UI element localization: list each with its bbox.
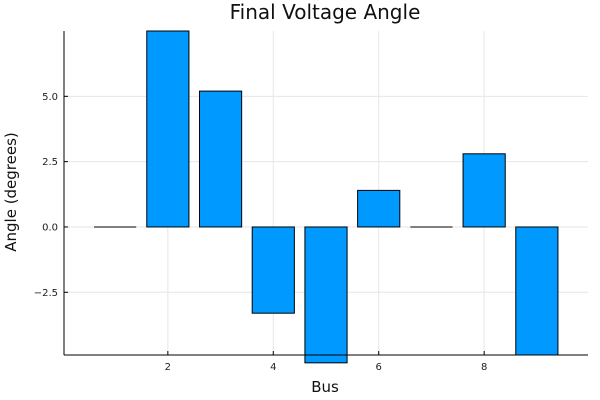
y-tick-label: 0.0 (42, 222, 58, 233)
bar (357, 189, 401, 228)
y-tick-label: 2.5 (42, 157, 58, 168)
y-tick-label: 5.0 (42, 92, 58, 103)
bar (304, 226, 348, 364)
x-tick-label: 8 (481, 362, 487, 373)
x-ticks: 2 4 6 8 (165, 351, 487, 373)
bar (515, 226, 559, 356)
bar (198, 90, 243, 228)
x-tick-label: 2 (165, 362, 171, 373)
x-tick-label: 6 (376, 362, 382, 373)
x-axis-title: Bus (311, 378, 339, 396)
bars (94, 30, 559, 364)
bar (251, 226, 295, 314)
x-tick-label: 4 (270, 362, 276, 373)
bar (462, 153, 506, 228)
y-axis-title: Angle (degrees) (2, 132, 20, 252)
y-tick-label: −2.5 (34, 288, 58, 299)
y-ticks: −2.5 0.0 2.5 5.0 (34, 92, 68, 299)
bar (146, 30, 190, 228)
chart-title: Final Voltage Angle (230, 0, 421, 24)
axes (63, 31, 588, 356)
